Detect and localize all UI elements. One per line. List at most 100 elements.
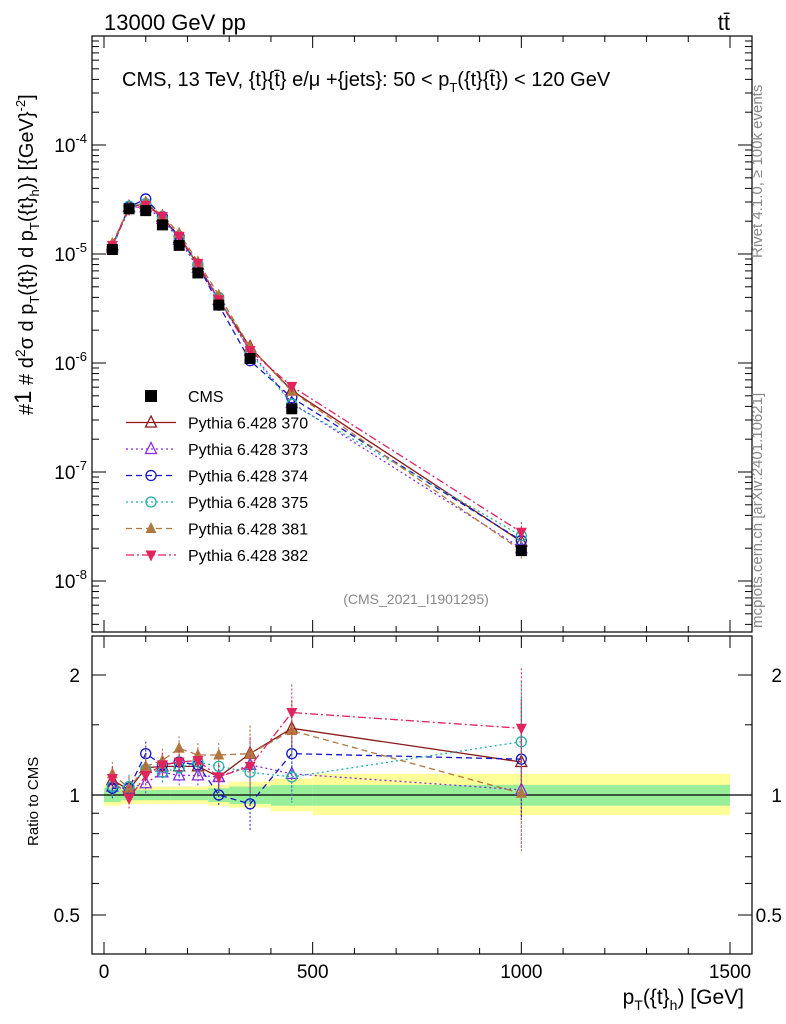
- series-line: [111, 202, 522, 543]
- data-point: [286, 381, 298, 393]
- legend-label: Pythia 6.428 374: [188, 469, 308, 486]
- legend-label: Pythia 6.428 375: [188, 495, 308, 512]
- data-point: [145, 496, 157, 508]
- data-point: [191, 767, 205, 781]
- main-series-pythia-6-428-374: [106, 193, 527, 551]
- process-label: tt̄: [718, 10, 730, 35]
- y-tick-label-ratio: 1: [69, 786, 80, 807]
- legend-entry: Pythia 6.428 373: [126, 441, 308, 459]
- legend-entry: CMS: [145, 389, 224, 406]
- plot-title-post: ({t}{t̄}) < 120 GeV: [457, 69, 611, 91]
- data-point: [286, 708, 298, 720]
- data-point: [156, 760, 168, 772]
- data-point: [144, 414, 158, 428]
- data-point: [145, 522, 157, 533]
- legend-entry: Pythia 6.428 382: [126, 548, 308, 565]
- data-point: [123, 793, 135, 805]
- main-series-pythia-6-428-370: [105, 195, 528, 552]
- data-point: [173, 741, 185, 753]
- xlabel-mid: ({t}: [643, 986, 670, 1009]
- series-line: [111, 202, 522, 537]
- data-point: [144, 441, 158, 455]
- main-panel-frame: [91, 35, 753, 633]
- data-point: [244, 747, 256, 759]
- legend-entry: Pythia 6.428 374: [126, 469, 308, 486]
- data-point: [213, 760, 225, 772]
- x-tick-label: 1000: [500, 962, 542, 983]
- main-series-pythia-6-428-382: [106, 200, 527, 543]
- data-point: [139, 775, 153, 789]
- main-series-pythia-6-428-381: [106, 196, 527, 561]
- y-tick-label-ratio-right: 1: [771, 786, 782, 807]
- ratio-series-pythia-6-428-382: [106, 668, 527, 811]
- site-label: mcplots.cern.ch [arXiv:2401.10621]: [749, 393, 766, 628]
- xlabel-sub2: h: [670, 997, 678, 1013]
- analysis-id: (CMS_2021_I1901295): [343, 591, 489, 607]
- axis-ticks: 0 500 1000 1500 10-8 10-7 10-6 10-5 10-4 0.5 0.5 1 1…: [54, 35, 782, 983]
- data-point: [172, 767, 186, 781]
- data-point: [244, 346, 256, 358]
- xlabel-pre: p: [623, 986, 635, 1009]
- series-line: [111, 202, 522, 552]
- series-line: [112, 752, 522, 805]
- main-series-pythia-6-428-375: [106, 197, 527, 546]
- rivet-label: Rivet 4.1.0, ≥ 100k events: [749, 85, 766, 258]
- legend-label: Pythia 6.428 370: [188, 416, 308, 433]
- x-tick-label: 1500: [709, 962, 751, 983]
- data-point: [192, 756, 204, 768]
- plot-title-sub: T: [449, 80, 457, 95]
- x-tick-label: 500: [297, 962, 329, 983]
- main-ylabel: #1 # d2σ d pT({t}) d pT({t}h)} [{GeV}-2]: [10, 94, 42, 415]
- series-line: [111, 206, 522, 549]
- legend-entry: Pythia 6.428 370: [126, 414, 308, 433]
- series-line: [111, 198, 522, 542]
- data-point: [192, 258, 204, 270]
- ratio-ylabel: Ratio to CMS: [25, 757, 42, 846]
- ratio-uncertainty-bands: [92, 773, 752, 816]
- series-line: [112, 764, 522, 791]
- ratio-series-layer: [105, 668, 528, 854]
- x-tick-label: 0: [99, 962, 110, 983]
- ratio-series-pythia-6-428-381: [106, 702, 527, 854]
- plot-title-pre: CMS, 13 TeV, {t}{t̄} e/μ +{jets}: 50 < p: [122, 69, 449, 91]
- series-line: [112, 727, 522, 791]
- data-point: [213, 748, 225, 760]
- plot-title: CMS, 13 TeV, {t}{t̄} e/μ +{jets}: 50 < p…: [122, 69, 611, 95]
- legend: CMS Pythia 6.428 370 Pythia 6.428 373 Pythi…: [126, 389, 308, 565]
- data-point: [244, 761, 256, 773]
- main-series-layer: [105, 193, 528, 561]
- legend-entry: Pythia 6.428 375: [126, 495, 308, 512]
- data-point: [515, 723, 527, 735]
- xlabel-sub1: T: [634, 997, 643, 1013]
- main-series-cms: [106, 203, 527, 557]
- legend-label: Pythia 6.428 373: [188, 442, 308, 459]
- legend-label: Pythia 6.428 381: [188, 522, 308, 539]
- data-point: [145, 390, 157, 402]
- data-point: [244, 798, 256, 810]
- xlabel-post: ) [GeV]: [677, 986, 744, 1009]
- y-tick-label-main: 10-5: [54, 240, 87, 266]
- series-line: [111, 711, 522, 800]
- data-point: [213, 789, 225, 801]
- data-point: [515, 527, 527, 539]
- main-ylabel-text: #1 # d2σ d pT({t}) d pT({t}h)} [{GeV}-2]: [10, 94, 42, 415]
- y-tick-label-ratio-right: 0.5: [756, 906, 782, 927]
- data-point: [173, 231, 185, 243]
- y-tick-label-main: 10-6: [54, 349, 87, 375]
- y-tick-label-main: 10-4: [54, 131, 87, 157]
- data-point: [145, 469, 157, 482]
- data-point: [140, 770, 152, 782]
- x-axis-label: pT({t}h) [GeV]: [623, 986, 744, 1013]
- data-point: [106, 773, 118, 785]
- legend-label: Pythia 6.428 382: [188, 548, 308, 565]
- data-point: [145, 550, 157, 562]
- data-point: [213, 772, 225, 784]
- data-point: [156, 212, 168, 224]
- data-point: [286, 771, 298, 783]
- series-line: [111, 204, 522, 533]
- legend-entry: Pythia 6.428 381: [126, 522, 308, 539]
- y-tick-label-ratio: 0.5: [54, 906, 80, 927]
- beam-label: 13000 GeV pp: [104, 10, 246, 35]
- legend-label: CMS: [188, 389, 224, 406]
